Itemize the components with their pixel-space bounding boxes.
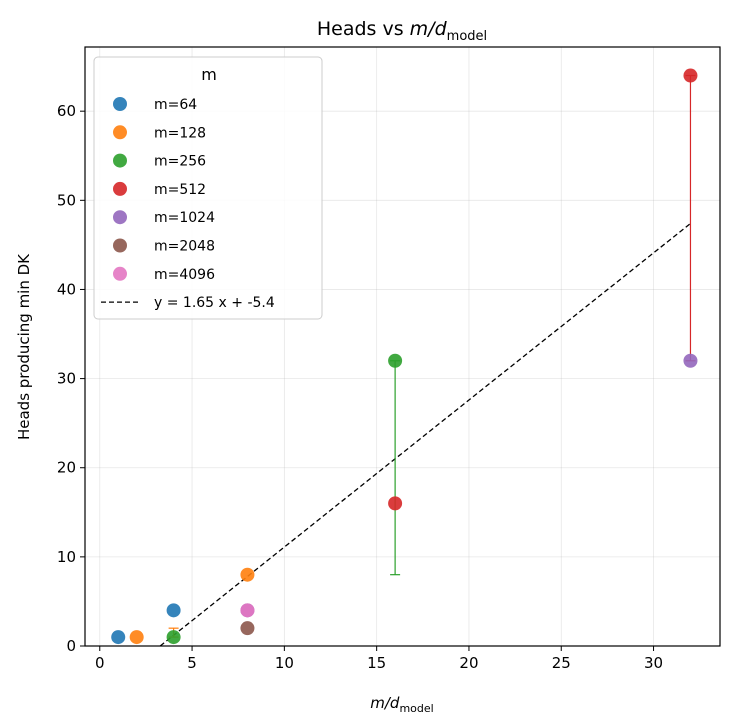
y-tick-label: 50 [57,191,76,209]
legend: m m=64 m=128 m=256 m=512 m=1024 m=2048 m=4096 y… [93,56,323,320]
x-tick-label: 10 [275,654,294,672]
x-axis-ticks: 0 5 10 15 20 25 30 [95,646,663,672]
legend-marker [113,153,127,168]
legend-marker [113,125,127,140]
legend-marker [113,210,127,225]
legend-title: m [201,65,217,84]
data-point [166,630,181,645]
legend-box [93,56,323,320]
y-axis-label: Heads producing min DK [15,253,33,440]
legend-label: m=128 [154,125,206,141]
legend-label: m=2048 [154,239,215,255]
data-point [388,496,403,511]
y-tick-label: 20 [57,459,76,477]
x-tick-label: 5 [187,654,197,672]
x-tick-label: 30 [644,654,663,672]
legend-fit-label: y = 1.65 x + -5.4 [154,295,275,311]
legend-entry: m=4096 [113,266,215,283]
data-point [683,68,698,83]
y-axis-ticks: 0 10 20 30 40 50 60 [57,102,85,655]
y-tick-label: 10 [57,548,76,566]
legend-label: m=4096 [154,267,215,283]
data-point [240,603,255,618]
data-point [129,630,144,645]
plot-area-frame [84,46,721,647]
legend-marker [113,238,127,253]
data-point [683,353,698,368]
legend-entry: m=64 [113,97,197,113]
x-axis-label: m/dmodel [370,694,433,715]
legend-marker [113,266,127,281]
legend-marker [113,181,127,196]
data-points [111,68,698,645]
data-point [240,621,255,636]
y-tick-label: 40 [57,280,76,298]
legend-entry: m=2048 [113,238,215,255]
legend-label: m=1024 [154,210,215,226]
data-point [388,353,403,368]
legend-label: m=256 [154,154,206,170]
legend-marker [113,97,127,111]
legend-label: m=512 [154,182,206,198]
data-point [240,567,255,582]
legend-entry: m=512 [113,181,206,198]
legend-label: m=64 [154,97,197,113]
data-point [111,630,126,645]
legend-entry-fit: y = 1.65 x + -5.4 [101,295,275,311]
legend-entry: m=128 [113,125,206,141]
legend-entry: m=1024 [113,210,215,226]
y-tick-label: 0 [66,637,76,655]
data-point [166,603,181,618]
x-tick-label: 25 [552,654,571,672]
x-tick-label: 20 [459,654,478,672]
x-tick-label: 0 [95,654,105,672]
y-tick-label: 30 [57,370,76,388]
legend-entries: m=64 m=128 m=256 m=512 m=1024 m=2048 m=4096 y =… [101,97,275,311]
x-tick-label: 15 [367,654,386,672]
y-tick-label: 60 [57,102,76,120]
legend-entry: m=256 [113,153,206,170]
chart-title: Heads vs m/dmodel [317,18,487,44]
